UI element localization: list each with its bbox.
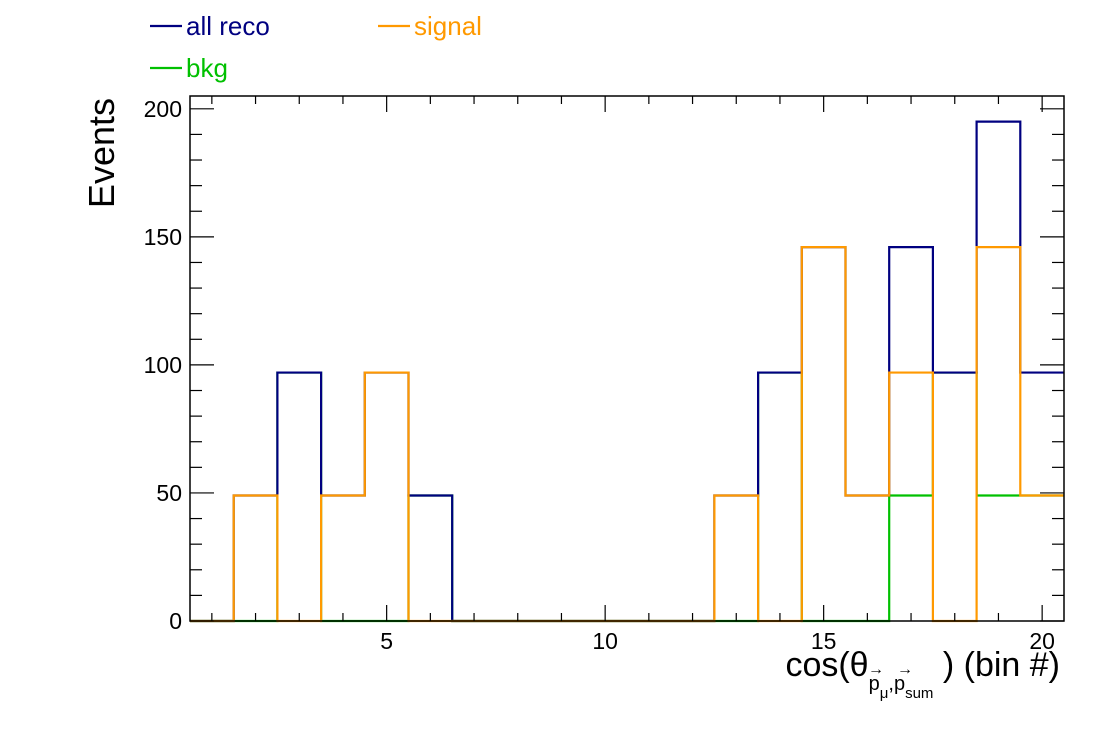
y-tick-label: 100 [144,352,182,378]
y-tick-label: 50 [156,480,182,506]
legend-label-all-reco: all reco [186,11,270,41]
x-tick-label: 5 [380,628,393,654]
y-tick-label: 200 [144,96,182,122]
y-axis-title: Events [81,98,122,208]
x-axis-title-arrow: → [897,661,913,678]
plot-frame [189,95,1065,622]
y-tick-label: 150 [144,224,182,250]
legend: all reco signal bkg [150,11,482,83]
x-tick-label: 10 [592,628,618,654]
legend-label-signal: signal [414,11,482,41]
y-tick-label: 0 [169,608,182,634]
x-axis-title-arrow: → [868,661,884,678]
legend-label-bkg: bkg [186,53,228,83]
x-tick-label: 20 [1029,628,1055,654]
x-tick-label: 15 [811,628,837,654]
axes-layer [189,95,1065,622]
x-axis-title: cos(θpμ,psum ) (bin #) [785,646,1060,702]
series-layer [190,120,1064,623]
